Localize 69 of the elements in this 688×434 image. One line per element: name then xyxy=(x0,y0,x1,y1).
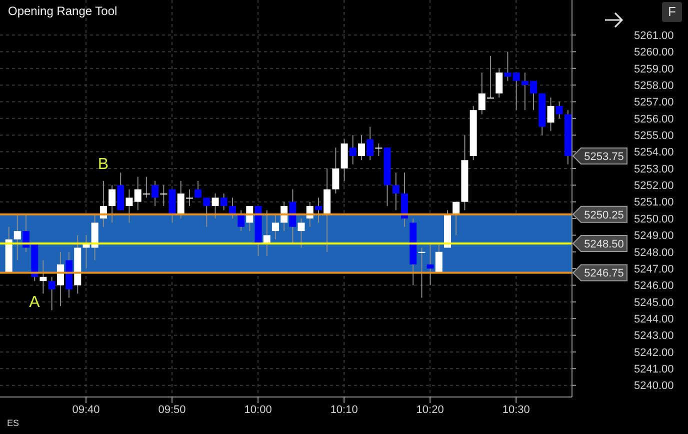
candlestick xyxy=(512,72,520,111)
candlestick xyxy=(212,192,219,220)
candlestick xyxy=(272,214,279,240)
candlestick xyxy=(496,68,503,98)
x-tick-label: 09:50 xyxy=(158,404,186,416)
x-tick-label: 09:40 xyxy=(72,404,100,416)
y-tick-label: 5253.00 xyxy=(634,163,674,176)
chart-title: Opening Range Tool xyxy=(8,4,118,18)
y-tick-label: 5249.00 xyxy=(634,230,674,242)
y-tick-label: 5255.00 xyxy=(634,130,674,142)
y-tick-label: 5256.00 xyxy=(634,113,674,126)
y-tick-label: 5260.00 xyxy=(634,46,674,59)
annotation: 5253.75 xyxy=(584,150,624,163)
x-tick-label: 10:00 xyxy=(244,404,272,416)
candlestick xyxy=(228,197,236,220)
candlestick xyxy=(392,172,400,211)
candlestick xyxy=(504,51,512,82)
y-tick-label: 5241.00 xyxy=(634,364,674,376)
y-tick-label: 5248.00 xyxy=(634,246,674,259)
text: ES xyxy=(7,418,20,428)
candlestick xyxy=(263,210,270,257)
y-tick-label: 5242.00 xyxy=(634,346,674,359)
candlestick xyxy=(349,134,356,165)
y-tick-label: 5257.00 xyxy=(634,96,674,109)
candlestick xyxy=(238,210,245,232)
y-tick-label: 5259.00 xyxy=(634,63,674,76)
candlestick xyxy=(108,184,116,224)
annotation: A xyxy=(29,294,40,312)
y-tick-label: 5251.00 xyxy=(634,196,674,209)
candlestick xyxy=(435,243,442,274)
y-tick-label: 5250.00 xyxy=(634,213,674,226)
x-tick-label: 10:30 xyxy=(502,404,530,416)
candlestick xyxy=(547,97,554,132)
annotation: B xyxy=(98,156,109,173)
y-tick-label: 5243.00 xyxy=(634,330,674,342)
candlestick xyxy=(14,214,21,261)
text: F xyxy=(662,2,682,22)
candlestick xyxy=(152,180,159,207)
y-tick-label: 5240.00 xyxy=(634,380,674,392)
y-tick-label: 5254.00 xyxy=(634,146,674,159)
candlestick xyxy=(556,101,563,119)
candlestick xyxy=(315,197,322,224)
candlestick xyxy=(358,134,365,161)
candlestick xyxy=(194,180,202,198)
ref-line-label: 5250.25 xyxy=(584,209,624,222)
candlestick xyxy=(452,201,460,236)
y-tick-label: 5246.00 xyxy=(634,280,674,292)
y-tick-label: 5247.00 xyxy=(634,263,674,276)
candlestick xyxy=(48,276,56,311)
candlestick xyxy=(375,142,382,156)
ref-line-label: 5248.50 xyxy=(584,238,624,251)
candlestick xyxy=(298,218,305,248)
candlestick xyxy=(426,243,434,286)
x-tick-label: 10:20 xyxy=(416,404,444,416)
ref-line-label: 5246.75 xyxy=(584,268,624,280)
y-tick-label: 5261.00 xyxy=(634,30,674,42)
candlestick xyxy=(126,188,133,224)
candlestick xyxy=(203,197,210,228)
candlestick xyxy=(40,260,47,294)
candlestick xyxy=(160,184,168,207)
y-tick-label: 5244.00 xyxy=(634,314,674,326)
y-tick-label: 5252.00 xyxy=(634,180,674,192)
candlestick xyxy=(418,247,426,298)
x-tick-label: 10:10 xyxy=(330,404,358,416)
candlestick xyxy=(366,126,374,161)
y-tick-label: 5245.00 xyxy=(634,296,674,309)
y-tick-label: 5258.00 xyxy=(634,80,674,92)
candlestick xyxy=(332,147,340,194)
candlestick xyxy=(220,192,228,211)
